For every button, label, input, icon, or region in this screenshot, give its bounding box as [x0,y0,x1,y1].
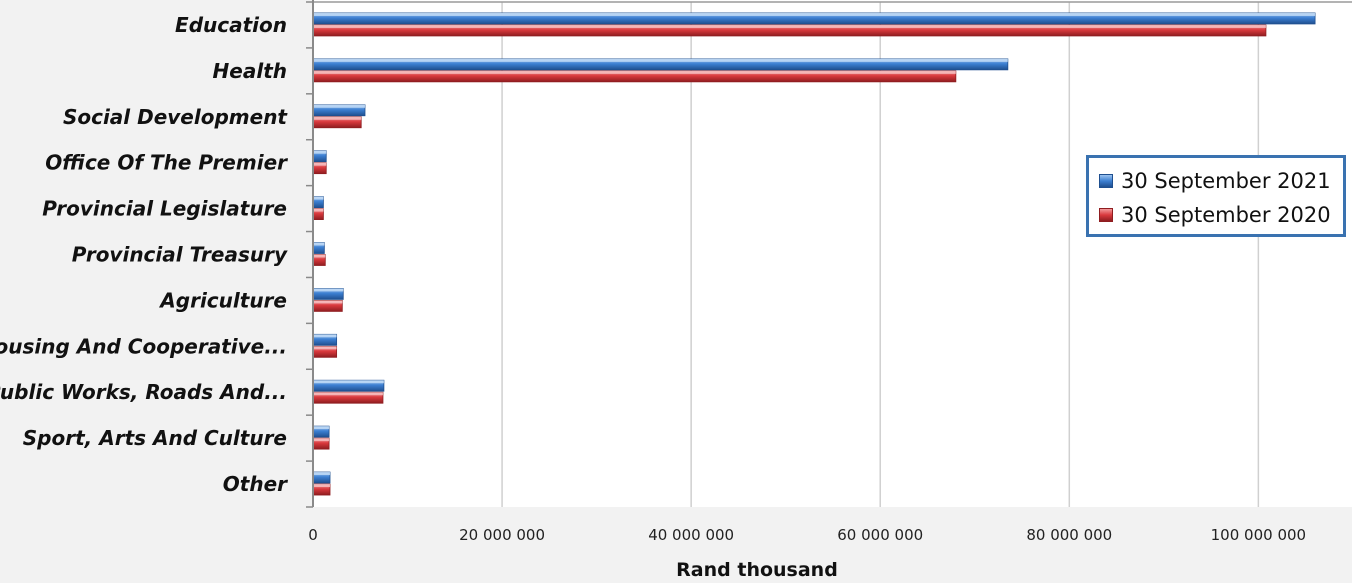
legend-label-2020: 30 September 2020 [1121,203,1331,227]
bar-highlight [313,254,326,258]
bar-highlight [313,70,956,74]
bar-highlight [313,288,344,292]
category-label: Provincial Treasury [72,243,288,267]
category-label: Health [213,59,287,83]
bar-highlight [313,438,330,442]
category-label: Social Development [63,105,288,129]
x-tick-label: 60 000 000 [837,526,923,544]
category-label: Other [223,472,288,496]
plot-area [313,0,1352,507]
category-label: Public Works, Roads And... [0,380,287,404]
legend-swatch-2020 [1099,208,1113,222]
bar-highlight [313,116,362,120]
bar-highlight [313,150,327,154]
legend: 30 September 2021 30 September 2020 [1086,155,1346,237]
category-label: Agriculture [158,288,287,312]
bar-highlight [313,334,337,338]
legend-item-2020: 30 September 2020 [1099,198,1333,232]
bar-highlight [313,242,325,246]
bar-highlight [313,426,330,430]
x-axis-title: Rand thousand [676,559,838,581]
bar-highlight [313,380,384,384]
legend-item-2021: 30 September 2021 [1099,164,1333,198]
bar-highlight [313,472,331,476]
bar-highlight [313,58,1008,62]
category-label: Office Of The Premier [45,151,288,175]
x-tick-label: 40 000 000 [648,526,734,544]
bar-highlight [313,346,337,350]
bar-highlight [313,196,324,200]
bar-highlight [313,12,1316,16]
bar-highlight [313,208,324,212]
bar-highlight [313,392,383,396]
bar-highlight [313,484,331,488]
x-tick-label: 80 000 000 [1026,526,1112,544]
category-label: Education [175,13,287,37]
bar-highlight [313,300,343,304]
category-label: Provincial Legislature [42,197,287,221]
bar-highlight [313,162,327,166]
category-label: Sport, Arts And Culture [23,426,287,450]
legend-label-2021: 30 September 2021 [1121,169,1331,193]
bar-highlight [313,104,365,108]
x-tick-label: 0 [308,526,318,544]
bar-highlight [313,24,1266,28]
x-tick-label: 100 000 000 [1211,526,1306,544]
legend-swatch-2021 [1099,174,1113,188]
x-tick-label: 20 000 000 [459,526,545,544]
category-label: Housing And Cooperative... [0,334,287,358]
